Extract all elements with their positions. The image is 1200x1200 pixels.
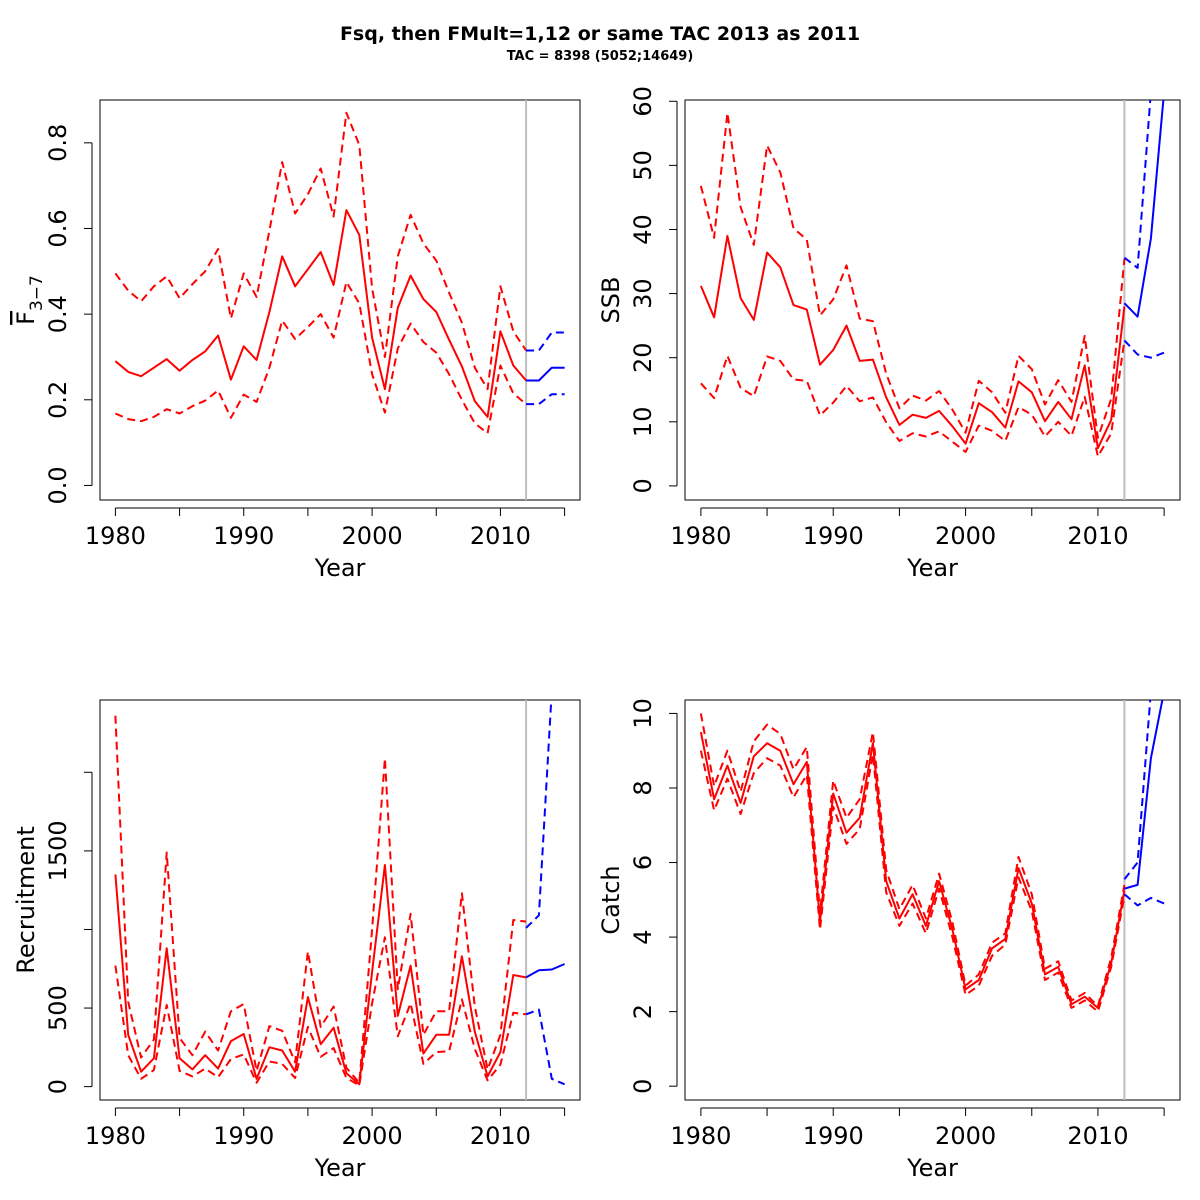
recruitment-projection-upper-line [525,700,553,929]
x-tick-label: 1980 [85,1122,146,1150]
x-tick-label: 2010 [1067,522,1128,550]
ssb-history-upper-line [699,111,1126,439]
fbar-projection-upper-line [526,331,565,352]
y-tick-label: 50 [629,150,657,181]
y-tick-label: 0.0 [44,466,72,504]
y-tick-label: 40 [629,214,657,245]
plot-frame [684,99,1181,501]
ssb-history-lower-line [700,340,1126,458]
y-axis-label: Catch [597,865,625,934]
ssb-panel: 1980 1990 2000 2010 Year 0 10 20 30 40 50 60 SSB [597,86,1181,582]
recruitment-projection-lower-line [525,1008,565,1086]
x-axis-label: Year [906,554,958,582]
recruitment-history-estimate-line [114,864,527,1086]
y-tick-label: 10 [629,407,657,438]
y-axis-label: SSB [597,277,625,324]
y-tick-label: 2 [629,1004,657,1019]
y-tick-label: 0.4 [44,295,72,333]
y-tick-label: 4 [629,929,657,944]
y-tick-label: 0 [629,478,657,493]
y-tick-label: 20 [629,342,657,373]
y-tick-label: 30 [629,278,657,309]
fbar-projection-lower-line [526,393,565,406]
fbar-projection-estimate-line [526,366,565,382]
y-axis-label-main: F [12,311,40,325]
y-tick-label: 0.8 [44,124,72,162]
y-tick-label: 0 [629,1079,657,1094]
x-axis-label: Year [314,1154,366,1182]
ssb-history-estimate-line [699,234,1126,450]
plot-frame [684,699,1181,1101]
catch-panel: 1980 1990 2000 2010 Year 0 2 4 6 8 10 Catch [597,698,1181,1182]
x-tick-label: 2010 [470,522,531,550]
recruitment-history-lower-line [114,936,527,1087]
y-tick-label: 1500 [44,820,72,881]
y-tick-label: 0.2 [44,381,72,419]
y-tick-label: 6 [629,855,657,870]
plot-frame [99,699,581,1101]
x-tick-label: 2000 [935,1122,996,1150]
y-tick-label: 8 [629,780,657,795]
ssb-projection-upper-line [1123,100,1152,269]
fbar-history-estimate-line [114,209,527,418]
recruitment-history-upper-line [114,715,527,1084]
x-tick-label: 1980 [85,522,146,550]
x-tick-label: 1980 [670,1122,731,1150]
y-tick-label: 500 [44,985,72,1031]
catch-projection-lower-line [1123,893,1165,907]
x-tick-label: 2000 [342,522,403,550]
figure-title: Fsq, then FMult=1,12 or same TAC 2013 as… [340,23,860,45]
y-axis-label-subscript: 3−7 [27,275,47,311]
y-tick-label: 0.6 [44,209,72,247]
ssb-projection-lower-line [1123,339,1165,359]
y-tick-label: 0 [44,1079,72,1094]
y-tick-label: 60 [629,86,657,117]
catch-history-upper-line [699,713,1126,1008]
x-tick-label: 1980 [670,522,731,550]
catch-history-estimate-line [699,731,1126,1009]
fbar-history-upper-line [114,111,527,391]
catch-projection-upper-line [1123,700,1152,880]
x-axis-label: Year [906,1154,958,1182]
x-tick-label: 2000 [342,1122,403,1150]
x-tick-label: 1990 [803,1122,864,1150]
x-tick-label: 1990 [803,522,864,550]
ssb-projection-estimate-line [1123,100,1165,318]
x-tick-label: 2010 [1067,1122,1128,1150]
recruitment-projection-estimate-line [525,963,565,979]
catch-history-lower-line [699,750,1126,1013]
y-axis-label: Recruitment [12,826,40,973]
y-tick-label: 10 [629,698,657,729]
x-tick-label: 2000 [935,522,996,550]
catch-projection-estimate-line [1124,700,1164,890]
fbar-history-lower-line [114,281,527,435]
x-tick-label: 1990 [213,1122,274,1150]
plot-frame [99,99,581,501]
fbar-panel: 1980 1990 2000 2010 Year 0.0 0.2 0.4 0.6 0.8 F3−7 [12,99,581,582]
x-tick-label: 1990 [213,522,274,550]
x-axis-label: Year [314,554,366,582]
y-axis-label: F3−7 [12,275,47,325]
figure-subtitle: TAC = 8398 (5052;14649) [507,49,694,64]
x-tick-label: 2010 [470,1122,531,1150]
